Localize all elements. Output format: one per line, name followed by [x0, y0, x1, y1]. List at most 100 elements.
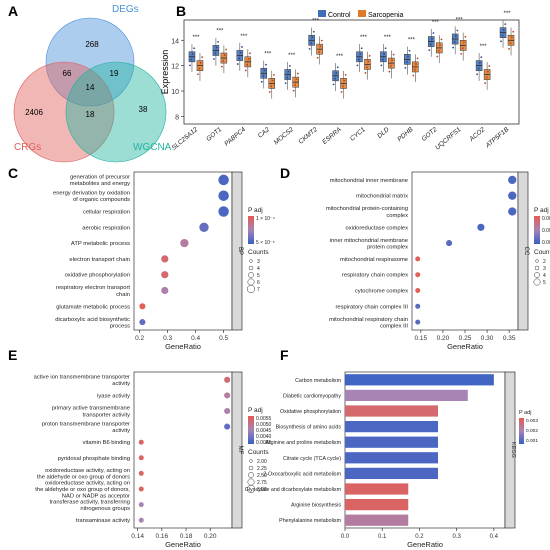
- box-significance: ***: [192, 35, 200, 41]
- dotplot-bp-panel: C BP 0.2 0.3 0.4 0.5 GeneRatio generation of p…: [8, 165, 275, 351]
- box-point: [392, 53, 395, 56]
- legend-size-circle: [535, 259, 539, 263]
- x-tick-label: 0.35: [503, 335, 516, 342]
- box-point: [244, 69, 247, 72]
- x-tick-label: 0.25: [459, 335, 472, 342]
- x-tick-label: 0.0: [341, 534, 350, 540]
- panel-label-f: F: [280, 347, 289, 363]
- venn-count-all: 14: [86, 83, 95, 92]
- venn-label-wgcna: WGCNA: [133, 142, 172, 153]
- legend-swatch-control: [318, 10, 326, 17]
- legend-color-tick: 0.003: [526, 418, 538, 424]
- box-point: [432, 32, 435, 34]
- box-point: [508, 47, 510, 50]
- x-tick-label: 0.16: [155, 533, 168, 540]
- box-point: [215, 46, 218, 49]
- box-x-label-pabpc4: PABPC4: [223, 126, 247, 148]
- box-point: [319, 45, 322, 48]
- box-y-tick-label: 10: [171, 89, 179, 96]
- box-point: [308, 47, 311, 50]
- term-label: oxidoreductase activity, acting on the al…: [37, 468, 130, 481]
- term-label: mitochondrial respirasome: [340, 257, 408, 263]
- box-significance: ***: [288, 53, 296, 59]
- legend-size-circle: [249, 259, 253, 263]
- venn-count-crgs-only: 2406: [25, 108, 43, 117]
- x-tick-label: 0.2: [135, 335, 144, 342]
- x-axis-title: GeneRatio: [165, 342, 201, 351]
- box-point: [476, 73, 479, 76]
- x-axis-title: GeneRatio: [447, 342, 483, 351]
- bar: [345, 483, 409, 495]
- panel-label-d: D: [280, 165, 290, 181]
- venn-count-degs-only: 268: [85, 40, 99, 49]
- venn-count-crgs-wgcna: 18: [86, 110, 95, 119]
- panel-label-e: E: [8, 347, 17, 363]
- box-point: [456, 29, 459, 32]
- box-point: [288, 65, 291, 67]
- facet-strip: [231, 171, 243, 331]
- box-point: [487, 70, 489, 73]
- box-x-label-atp5f1b: ATP5F1B: [484, 126, 511, 150]
- box-x-label-got1: GOT1: [205, 126, 223, 143]
- box-x-label-esrra: ESRRA: [321, 126, 343, 146]
- term-label: respiratory chain complex III: [336, 304, 409, 310]
- box-point: [238, 57, 241, 60]
- legend-size-title: Counts: [248, 249, 269, 256]
- bar-category-label: Biosynthesis of amino acids: [276, 425, 342, 431]
- box-point: [214, 52, 217, 55]
- dot-point: [138, 486, 144, 492]
- legend-color-tick: 0.0045: [256, 428, 272, 434]
- box-point: [271, 79, 274, 82]
- box-point: [504, 23, 507, 26]
- legend-size-circle: [247, 278, 255, 286]
- x-tick-label: 0.14: [131, 533, 144, 540]
- panel-label-c: C: [8, 165, 18, 181]
- box-point: [310, 42, 312, 45]
- dot-plot-frame: [133, 171, 233, 331]
- box-point: [287, 70, 290, 73]
- box-point: [197, 73, 199, 76]
- box-point: [247, 58, 250, 60]
- dot-plot-frame: [411, 171, 519, 331]
- box-x-label-dld: DLD: [376, 126, 391, 140]
- bar: [345, 514, 409, 526]
- legend-size-tick: 4: [543, 273, 546, 279]
- box-x-label-cyc1: CYC1: [349, 126, 367, 143]
- term-label: proton transmembrane transporter activity: [42, 421, 130, 434]
- box-point: [440, 38, 443, 41]
- legend-color-title: P adj: [248, 407, 263, 414]
- legend-color-tick: 0.004: [542, 228, 550, 234]
- box-point: [223, 54, 226, 57]
- box-point: [408, 49, 411, 52]
- venn-panel: A DEGs CRGs WGCNA 268 2406 38 66 19 14 1…: [8, 3, 172, 163]
- bar: [345, 420, 439, 433]
- dot-point: [477, 223, 485, 231]
- box-point: [502, 28, 505, 31]
- legend-colorbar: [534, 216, 540, 244]
- box-legend: Control Sarcopenia: [318, 10, 404, 19]
- box-point: [265, 63, 267, 66]
- box-significance: ***: [432, 20, 440, 26]
- legend-size-circle: [533, 278, 541, 286]
- box-y-tick-label: 14: [171, 38, 179, 45]
- box-point: [452, 46, 455, 49]
- bar: [345, 436, 439, 448]
- dot-point: [139, 319, 146, 326]
- x-axis-title: GeneRatio: [165, 540, 201, 549]
- box-point: [405, 61, 408, 64]
- box-point: [199, 61, 202, 64]
- box-point: [236, 63, 239, 65]
- legend-size-tick: 4: [257, 266, 260, 272]
- dot-point: [415, 272, 421, 278]
- panel-label-a: A: [8, 3, 18, 19]
- box-point: [294, 84, 296, 86]
- dot-point: [508, 175, 517, 185]
- x-tick-label: 0.4: [490, 534, 499, 540]
- term-label: transferase activity, transferring nitrog…: [50, 499, 131, 512]
- term-label: electron transport chain: [69, 257, 130, 263]
- dot-point: [218, 174, 229, 186]
- term-label: inner mitochondrial membrane protein comp…: [330, 238, 408, 251]
- box-significance: ***: [504, 11, 512, 17]
- box-point: [312, 30, 315, 33]
